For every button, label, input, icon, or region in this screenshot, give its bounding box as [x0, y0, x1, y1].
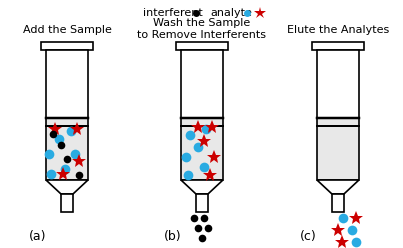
Polygon shape	[317, 180, 359, 194]
Bar	[181, 50, 223, 118]
Bar	[317, 118, 359, 180]
Text: analyte: analyte	[210, 8, 252, 18]
Text: (c): (c)	[300, 230, 317, 243]
Bar	[61, 194, 73, 212]
Text: Add the Sample: Add the Sample	[23, 25, 111, 35]
Bar	[46, 118, 88, 180]
Text: Wash the Sample
to Remove Interferents: Wash the Sample to Remove Interferents	[137, 18, 266, 40]
Text: (a): (a)	[29, 230, 46, 243]
Bar	[41, 42, 93, 50]
Text: (b): (b)	[164, 230, 182, 243]
Text: Elute the Analytes: Elute the Analytes	[287, 25, 389, 35]
Bar	[312, 42, 364, 50]
Bar	[196, 194, 208, 212]
Text: interferent: interferent	[143, 8, 203, 18]
Bar	[176, 42, 228, 50]
Polygon shape	[181, 180, 223, 194]
Bar	[46, 50, 88, 118]
Bar	[332, 194, 344, 212]
Bar	[317, 50, 359, 118]
Polygon shape	[46, 180, 88, 194]
Bar	[181, 118, 223, 180]
